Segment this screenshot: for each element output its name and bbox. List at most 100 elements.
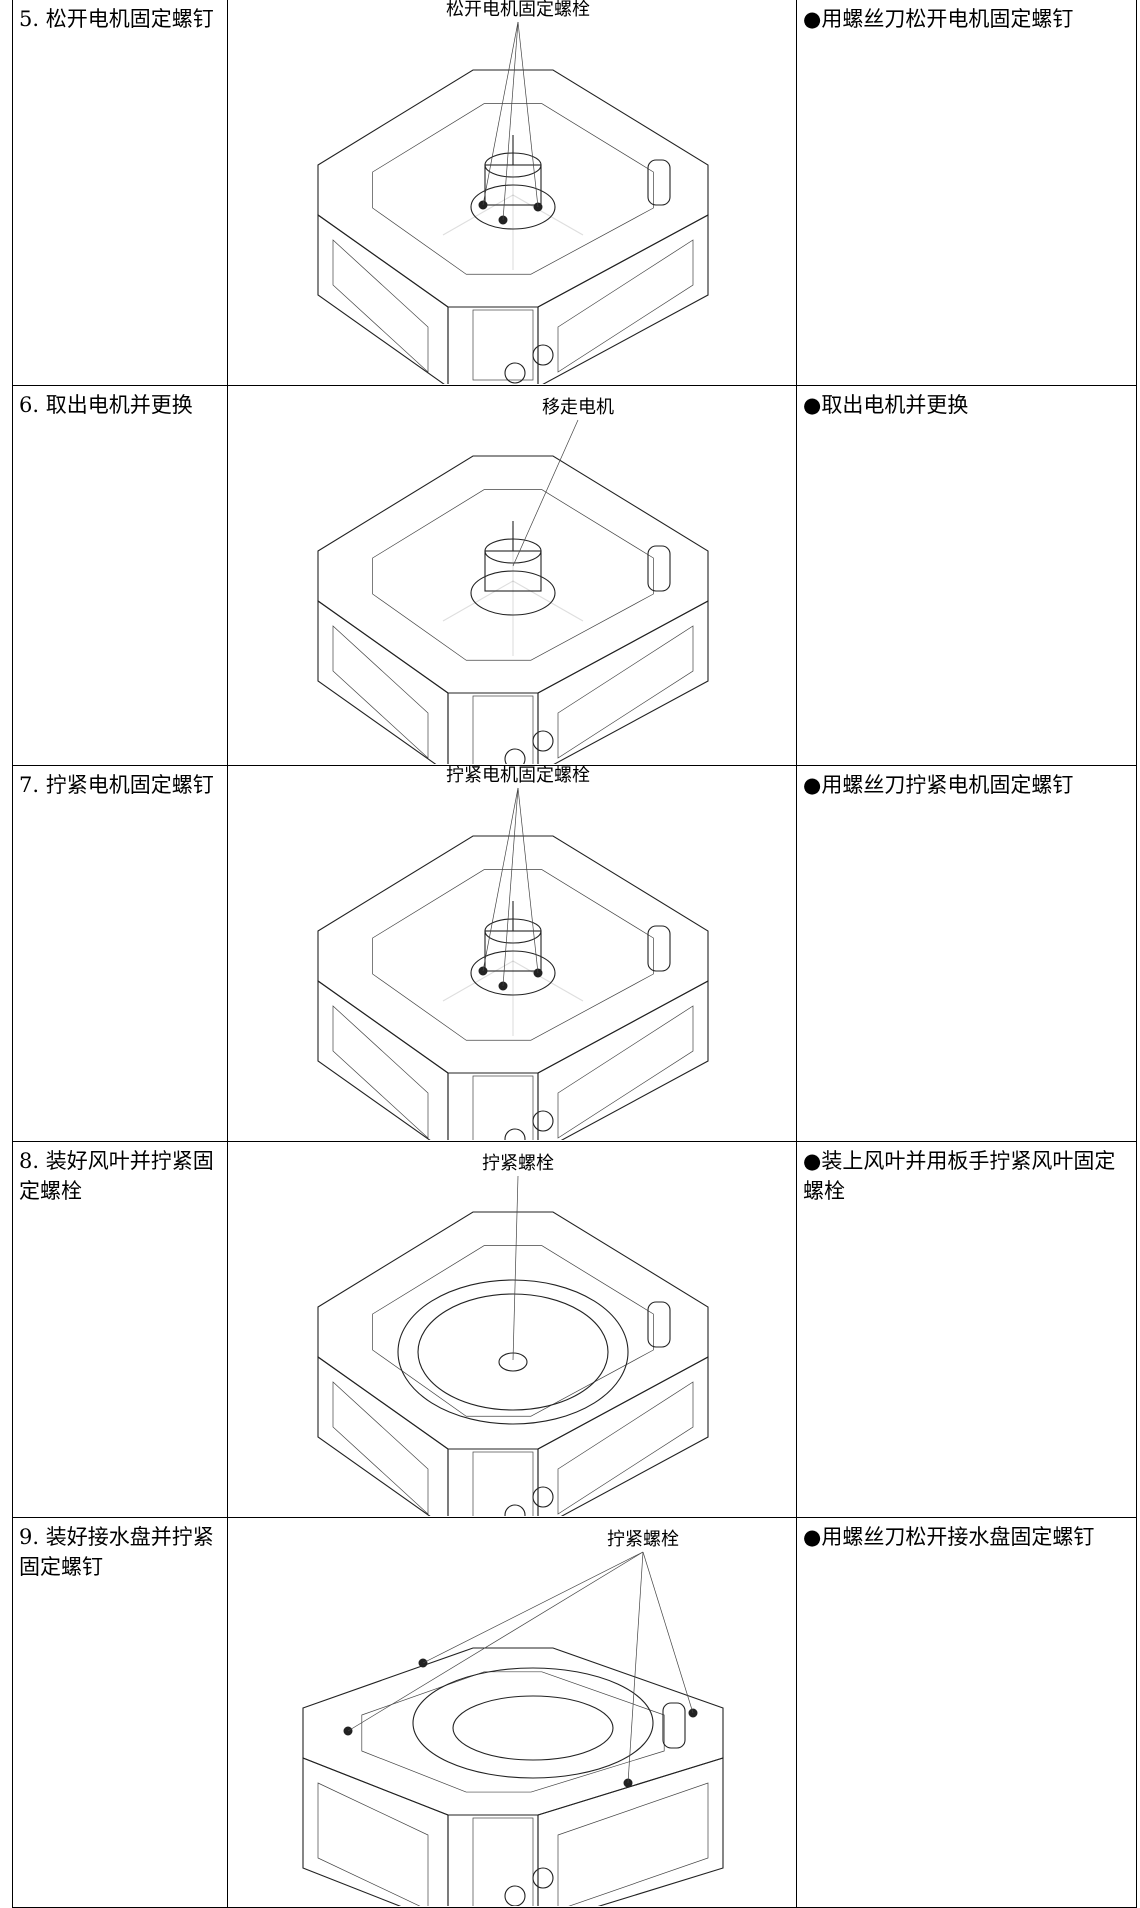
pipe — [504, 1885, 526, 1906]
pipe-box — [472, 1075, 534, 1140]
table-row: 9. 装好接水盘并拧紧固定螺钉 拧紧螺栓 ●用螺丝刀松开接水盘固定螺钉 — [12, 1517, 1137, 1908]
pipe-box — [472, 309, 534, 381]
unit-left-panel — [332, 239, 429, 373]
pipe — [532, 730, 554, 752]
callout-label: 拧紧电机固定螺栓 — [446, 766, 590, 786]
drain-pan-ring — [412, 1667, 654, 1779]
table-row: 7. 拧紧电机固定螺钉 拧紧电机固定螺栓 ●用螺丝刀拧紧电机固定螺钉 — [12, 765, 1137, 1142]
mount-arm — [442, 580, 514, 622]
unit-left-face — [317, 979, 449, 1140]
step-cell: 9. 装好接水盘并拧紧固定螺钉 — [12, 1517, 228, 1908]
pump — [647, 159, 671, 206]
unit-inner-rim — [372, 103, 654, 275]
pipe — [504, 362, 526, 384]
unit-left-face — [317, 213, 449, 384]
unit-right-face — [537, 600, 709, 764]
unit-front-face — [447, 1072, 539, 1140]
pipe — [532, 344, 554, 366]
fan-ring — [417, 1293, 609, 1411]
table-row: 5. 松开电机固定螺钉 松开电机固定螺栓 ●用螺丝刀松开电机固定螺钉 — [12, 0, 1137, 386]
callout-label: 松开电机固定螺栓 — [446, 0, 590, 20]
unit-left-panel — [332, 1005, 429, 1139]
leader-line — [517, 21, 539, 208]
mount-arm — [512, 960, 584, 1002]
unit-front-face — [447, 306, 539, 384]
pipe — [504, 748, 526, 764]
fan-ring — [397, 1279, 629, 1425]
unit-left-face — [317, 599, 449, 764]
image-cell: 拧紧电机固定螺栓 — [227, 765, 797, 1142]
pipe — [504, 1504, 526, 1516]
motor-base — [470, 184, 556, 230]
callout-label: 拧紧螺栓 — [482, 1153, 554, 1174]
step-cell: 7. 拧紧电机固定螺钉 — [12, 765, 228, 1142]
unit-front-face — [447, 1448, 539, 1516]
image-cell: 移走电机 — [227, 385, 797, 766]
procedure-table: 5. 松开电机固定螺钉 松开电机固定螺栓 ●用螺丝刀松开电机固定螺钉 6. 取出电机并… — [12, 0, 1137, 1908]
unit-inner-rim — [372, 489, 654, 661]
mount-arm — [442, 960, 514, 1002]
drain-pan-ring — [452, 1695, 614, 1761]
illustration: 拧紧螺栓 — [302, 1529, 724, 1906]
unit-right-panel — [557, 625, 694, 759]
unit-drawing — [317, 455, 709, 764]
pump — [647, 545, 671, 592]
step-cell: 6. 取出电机并更换 — [12, 385, 228, 766]
table-body: 5. 松开电机固定螺钉 松开电机固定螺栓 ●用螺丝刀松开电机固定螺钉 6. 取出电机并… — [12, 0, 1137, 1908]
leader-line — [512, 1175, 519, 1361]
unit-left-face — [317, 1355, 449, 1516]
unit-right-face — [537, 1356, 709, 1516]
table-row: 6. 取出电机并更换 移走电机 ●取出电机并更换 — [12, 385, 1137, 766]
leader-line — [517, 787, 539, 974]
unit-drawing — [317, 1211, 709, 1516]
leader-line — [347, 1551, 644, 1732]
pipe — [532, 1486, 554, 1508]
note-cell: ●用螺丝刀拧紧电机固定螺钉 — [796, 765, 1137, 1142]
unit-top — [317, 1211, 709, 1450]
note-cell: ●取出电机并更换 — [796, 385, 1137, 766]
unit-right-panel — [557, 1005, 694, 1139]
pipe-box — [472, 1451, 534, 1516]
leader-line — [482, 787, 519, 972]
illustration: 松开电机固定螺栓 — [317, 0, 709, 384]
image-cell: 拧紧螺栓 — [227, 1517, 797, 1908]
unit-right-face — [537, 1757, 724, 1906]
step-cell: 8. 装好风叶并拧紧固定螺栓 — [12, 1141, 228, 1518]
unit-front-face — [447, 1814, 539, 1906]
leader-line — [627, 1551, 644, 1784]
unit-inner-rim — [361, 1671, 665, 1793]
unit-left-panel — [317, 1782, 429, 1906]
image-cell: 拧紧螺栓 — [227, 1141, 797, 1518]
unit-right-panel — [557, 1381, 694, 1515]
unit-right-face — [537, 980, 709, 1140]
mount-arm — [512, 580, 584, 622]
unit-right-face — [537, 214, 709, 384]
unit-inner-rim — [372, 869, 654, 1041]
leader-line — [422, 1551, 644, 1664]
leader-line — [642, 1551, 694, 1714]
note-cell: ●用螺丝刀松开接水盘固定螺钉 — [796, 1517, 1137, 1908]
leader-line — [512, 419, 579, 567]
motor-base — [470, 950, 556, 996]
motor-base — [470, 570, 556, 616]
leader-line — [502, 787, 519, 987]
leader-line — [502, 21, 519, 221]
note-cell: ●装上风叶并用板手拧紧风叶固定螺栓 — [796, 1141, 1137, 1518]
pipe — [532, 1867, 554, 1889]
illustration: 拧紧电机固定螺栓 — [317, 766, 709, 1140]
note-cell: ●用螺丝刀松开电机固定螺钉 — [796, 0, 1137, 386]
unit-inner-rim — [372, 1245, 654, 1417]
leader-line — [482, 21, 519, 206]
unit-left-panel — [332, 625, 429, 759]
unit-left-panel — [332, 1381, 429, 1515]
unit-front-face — [447, 692, 539, 764]
mount-arm — [512, 194, 584, 236]
step-cell: 5. 松开电机固定螺钉 — [12, 0, 228, 386]
pump — [647, 1301, 671, 1348]
unit-right-panel — [557, 239, 694, 373]
pump — [647, 925, 671, 972]
unit-left-face — [302, 1757, 449, 1906]
callout-label: 拧紧螺栓 — [607, 1529, 679, 1550]
unit-drawing — [317, 69, 709, 384]
